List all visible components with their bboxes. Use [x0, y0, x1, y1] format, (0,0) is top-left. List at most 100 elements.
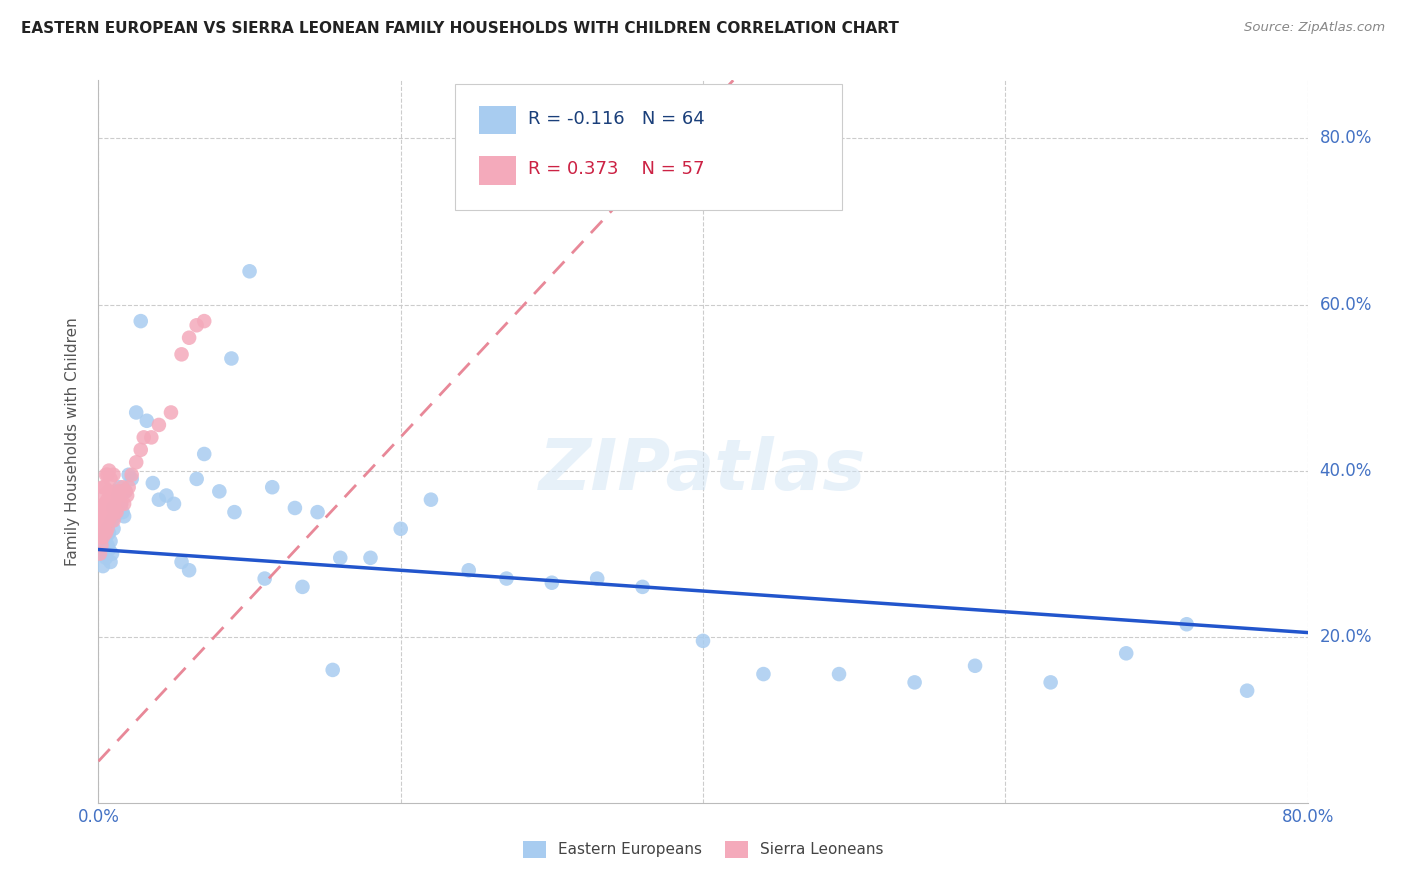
Point [141, 430, 163, 444]
Point [103, 467, 125, 482]
Point [93, 497, 115, 511]
Point [115, 489, 138, 503]
FancyBboxPatch shape [456, 84, 842, 211]
Point [108, 480, 131, 494]
Point [420, 492, 443, 507]
Point [114, 484, 136, 499]
Point [94, 550, 117, 565]
Point [93, 522, 115, 536]
Point [135, 414, 157, 428]
Point [193, 447, 215, 461]
Point [118, 480, 141, 494]
Point [98, 497, 121, 511]
Point [103, 513, 125, 527]
Text: ZIPatlas: ZIPatlas [540, 436, 866, 505]
Point [110, 497, 132, 511]
Point [170, 555, 193, 569]
Point [163, 497, 186, 511]
Point [828, 667, 851, 681]
Point [91, 513, 114, 527]
Point [586, 572, 609, 586]
Point [100, 509, 122, 524]
Point [148, 417, 170, 432]
Point [94, 497, 117, 511]
Point [965, 658, 987, 673]
FancyBboxPatch shape [479, 105, 516, 135]
Point [208, 484, 231, 499]
Point [253, 572, 276, 586]
Point [631, 580, 654, 594]
Point [284, 500, 307, 515]
Point [90, 505, 112, 519]
Point [89, 513, 111, 527]
Point [1236, 683, 1258, 698]
Point [96, 538, 118, 552]
Point [104, 505, 127, 519]
Point [98, 542, 121, 557]
Point [1175, 617, 1198, 632]
Point [1115, 646, 1137, 660]
Point [360, 550, 382, 565]
Text: 80.0%: 80.0% [1320, 129, 1372, 147]
Point [101, 489, 124, 503]
Point [193, 314, 215, 328]
Point [125, 455, 148, 469]
Point [101, 547, 124, 561]
Point [540, 575, 562, 590]
Point [90, 538, 112, 552]
Point [121, 472, 143, 486]
Point [90, 517, 112, 532]
Point [89, 547, 111, 561]
Point [132, 430, 155, 444]
Text: R = 0.373    N = 57: R = 0.373 N = 57 [527, 161, 704, 178]
Point [121, 467, 143, 482]
Point [160, 405, 183, 419]
Point [110, 497, 132, 511]
Legend: Eastern Europeans, Sierra Leoneans: Eastern Europeans, Sierra Leoneans [516, 835, 890, 863]
Text: 20.0%: 20.0% [1320, 628, 1372, 646]
Point [148, 492, 170, 507]
Text: EASTERN EUROPEAN VS SIERRA LEONEAN FAMILY HOUSEHOLDS WITH CHILDREN CORRELATION C: EASTERN EUROPEAN VS SIERRA LEONEAN FAMIL… [21, 21, 898, 36]
Point [329, 550, 352, 565]
Point [142, 476, 165, 491]
Point [262, 480, 284, 494]
Text: Source: ZipAtlas.com: Source: ZipAtlas.com [1244, 21, 1385, 34]
Point [91, 530, 114, 544]
Point [94, 513, 117, 527]
Point [98, 513, 121, 527]
Point [389, 522, 412, 536]
Point [186, 472, 208, 486]
Point [291, 580, 314, 594]
Point [457, 563, 479, 577]
Point [89, 530, 111, 544]
Point [111, 505, 134, 519]
Point [96, 492, 118, 507]
Point [104, 484, 127, 499]
Point [904, 675, 927, 690]
Point [103, 522, 125, 536]
Point [98, 464, 121, 478]
Point [125, 405, 148, 419]
Point [100, 492, 122, 507]
Point [96, 522, 118, 536]
Point [94, 525, 117, 540]
Point [91, 559, 114, 574]
Point [129, 314, 152, 328]
Point [186, 318, 208, 333]
Point [96, 522, 118, 536]
Point [1039, 675, 1062, 690]
Point [94, 467, 117, 482]
Point [96, 467, 118, 482]
Point [91, 480, 114, 494]
Point [93, 538, 115, 552]
Text: R = -0.116   N = 64: R = -0.116 N = 64 [527, 110, 704, 128]
Point [91, 489, 114, 503]
Text: 40.0%: 40.0% [1320, 461, 1372, 480]
Point [179, 331, 201, 345]
Point [105, 505, 128, 519]
Point [112, 497, 135, 511]
Point [221, 351, 243, 366]
Point [155, 489, 177, 503]
Point [170, 347, 193, 361]
Point [103, 500, 125, 515]
